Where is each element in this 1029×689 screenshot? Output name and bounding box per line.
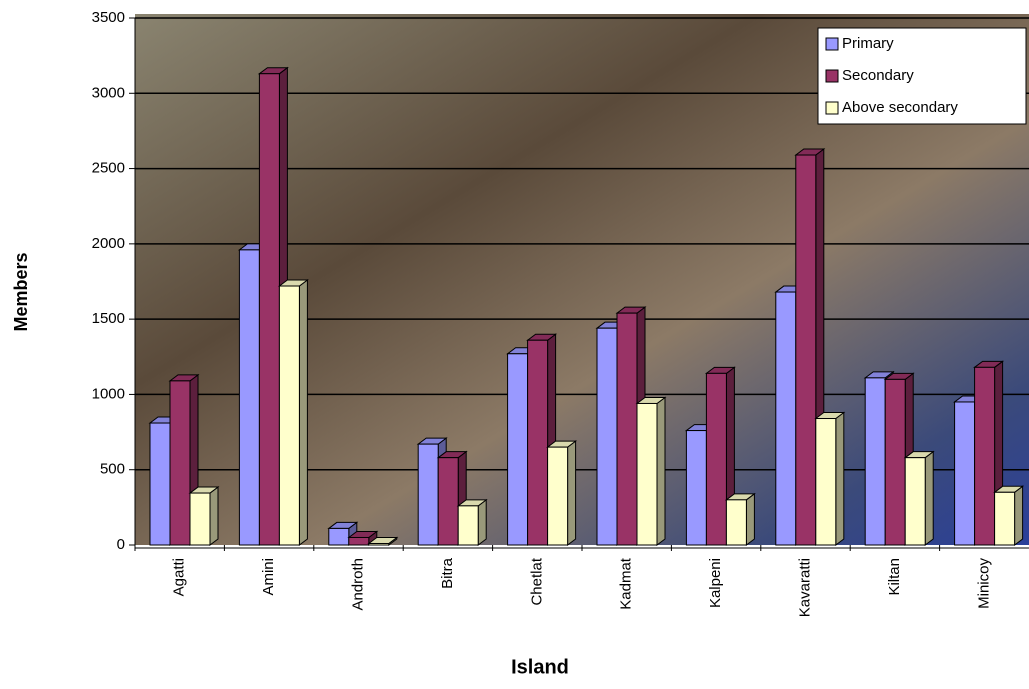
bar <box>417 443 439 546</box>
bar-side <box>924 450 934 546</box>
legend-swatch <box>825 101 839 115</box>
bar <box>238 249 260 546</box>
bar-side <box>656 396 666 546</box>
legend-swatch <box>825 69 839 83</box>
bar <box>348 536 370 546</box>
bar <box>527 339 549 546</box>
bar <box>636 402 658 546</box>
bar <box>954 401 976 546</box>
bar <box>507 353 529 546</box>
bar <box>725 499 747 546</box>
bar <box>547 446 569 546</box>
y-tick-label: 3000 <box>92 84 125 101</box>
y-tick-label: 0 <box>117 536 125 553</box>
y-tick-label: 1500 <box>92 310 125 327</box>
bar <box>864 377 886 546</box>
bar <box>189 492 211 546</box>
bar-side <box>745 492 755 546</box>
bar <box>705 372 727 546</box>
bar <box>884 378 906 546</box>
bar <box>368 542 390 546</box>
y-tick-label: 1000 <box>92 385 125 402</box>
x-tick-label: Kadmat <box>618 557 635 610</box>
bar <box>685 430 707 546</box>
x-tick-label: Minicoy <box>975 558 992 609</box>
bar <box>616 312 638 546</box>
bar <box>457 505 479 546</box>
legend-swatch <box>825 37 839 51</box>
x-tick-label: Kiltan <box>886 558 903 596</box>
legend-box <box>817 27 1027 125</box>
bar <box>994 491 1016 546</box>
x-tick-label: Bitra <box>439 557 456 589</box>
x-tick-label: Chetlat <box>528 557 545 605</box>
x-tick-label: Agatti <box>171 558 188 596</box>
y-tick-label: 3500 <box>92 9 125 26</box>
bar-side <box>209 486 219 546</box>
bar <box>258 73 280 546</box>
bar <box>278 285 300 546</box>
bar <box>149 422 171 546</box>
legend-label: Above secondary <box>842 99 958 116</box>
bar <box>328 527 350 546</box>
y-axis-title: Members <box>11 252 31 331</box>
bar <box>904 457 926 546</box>
x-tick-label: Kavaratti <box>796 558 813 617</box>
bar-side <box>835 411 845 546</box>
bar <box>437 457 459 546</box>
x-tick-label: Kalpeni <box>707 558 724 608</box>
bar <box>974 366 996 546</box>
bar <box>775 291 797 546</box>
bar-side <box>567 440 577 546</box>
legend-label: Primary <box>842 35 894 52</box>
bar <box>795 154 817 546</box>
bar-side <box>477 498 487 546</box>
bar <box>169 380 191 546</box>
bar <box>596 327 618 546</box>
y-tick-label: 2500 <box>92 160 125 177</box>
y-tick-label: 2000 <box>92 235 125 252</box>
x-axis-title: Island <box>511 656 569 678</box>
bar-side <box>1014 485 1024 546</box>
x-tick-label: Androth <box>349 558 366 611</box>
bar-side <box>298 279 308 546</box>
x-tick-label: Amini <box>260 558 277 596</box>
legend-label: Secondary <box>842 67 914 84</box>
y-tick-label: 500 <box>100 461 125 478</box>
bar <box>815 418 837 546</box>
